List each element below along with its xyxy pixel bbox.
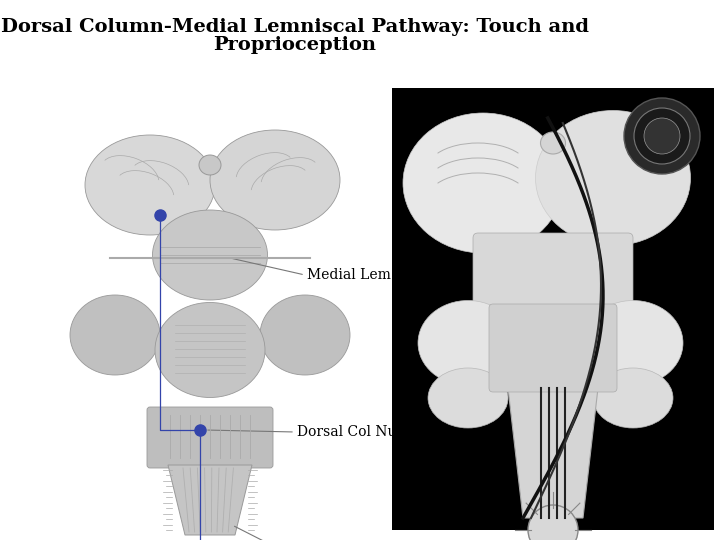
FancyBboxPatch shape xyxy=(473,233,633,323)
Ellipse shape xyxy=(593,368,673,428)
Ellipse shape xyxy=(428,368,508,428)
Circle shape xyxy=(634,108,690,164)
Circle shape xyxy=(644,118,680,154)
Text: Dorsal Column-Medial Lemniscal Pathway: Touch and: Dorsal Column-Medial Lemniscal Pathway: … xyxy=(1,18,589,36)
Text: Dorsal Col Nuc: Dorsal Col Nuc xyxy=(297,425,405,439)
Ellipse shape xyxy=(260,295,350,375)
Ellipse shape xyxy=(153,210,268,300)
Circle shape xyxy=(624,98,700,174)
Ellipse shape xyxy=(70,295,160,375)
Ellipse shape xyxy=(536,111,690,246)
FancyBboxPatch shape xyxy=(489,304,617,392)
Ellipse shape xyxy=(541,132,565,154)
Circle shape xyxy=(528,505,578,540)
Text: Proprioception: Proprioception xyxy=(214,36,377,54)
Polygon shape xyxy=(168,465,252,535)
Ellipse shape xyxy=(403,113,563,253)
Polygon shape xyxy=(508,388,598,518)
Ellipse shape xyxy=(155,302,265,397)
Bar xyxy=(392,88,714,530)
Text: Medial Lem: Medial Lem xyxy=(307,268,391,282)
Ellipse shape xyxy=(418,300,518,386)
Ellipse shape xyxy=(199,155,221,175)
Ellipse shape xyxy=(210,130,340,230)
Ellipse shape xyxy=(583,300,683,386)
Ellipse shape xyxy=(85,135,215,235)
FancyBboxPatch shape xyxy=(147,407,273,468)
